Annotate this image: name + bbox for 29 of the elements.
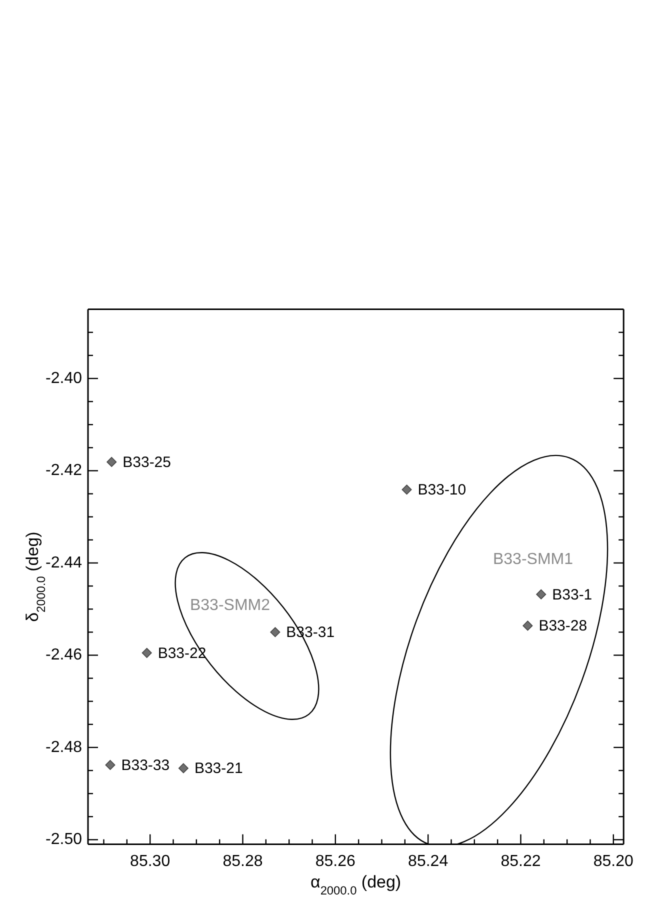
y-tick-label: -2.42 [46, 462, 82, 480]
y-tick-label: -2.46 [46, 646, 82, 664]
point [270, 627, 280, 638]
point [105, 760, 116, 770]
annotation: B33-SMM2 [190, 596, 270, 614]
y-tick-label: -2.44 [46, 554, 82, 572]
y-tick-label: -2.50 [46, 831, 82, 848]
point [522, 620, 533, 631]
annotation: B33-SMM1 [492, 550, 574, 568]
point [402, 484, 412, 495]
x-tick-label: 85.30 [130, 852, 170, 870]
y-tick-label: -2.48 [46, 738, 82, 756]
x-tick-label: 85.26 [315, 852, 356, 870]
data-label: B33-10 [418, 481, 466, 498]
data-label: B33-1 [552, 586, 592, 603]
x-tick-label: 85.20 [593, 852, 634, 870]
point [536, 589, 546, 600]
x-tick-label: 85.24 [408, 852, 448, 870]
y-tick-label: -2.40 [46, 370, 82, 387]
x-tick-label: 85.22 [500, 852, 541, 870]
data-label: B33-25 [122, 453, 172, 470]
point [178, 763, 188, 774]
point [142, 648, 152, 658]
x-tick-label: 85.28 [222, 852, 263, 870]
data-label: B33-28 [538, 617, 588, 634]
data-label: B33-33 [121, 756, 170, 774]
point [106, 456, 117, 467]
x-axis-title: α$_{2000.0}$ (deg) [310, 872, 402, 898]
data-label: B33-21 [194, 760, 243, 777]
